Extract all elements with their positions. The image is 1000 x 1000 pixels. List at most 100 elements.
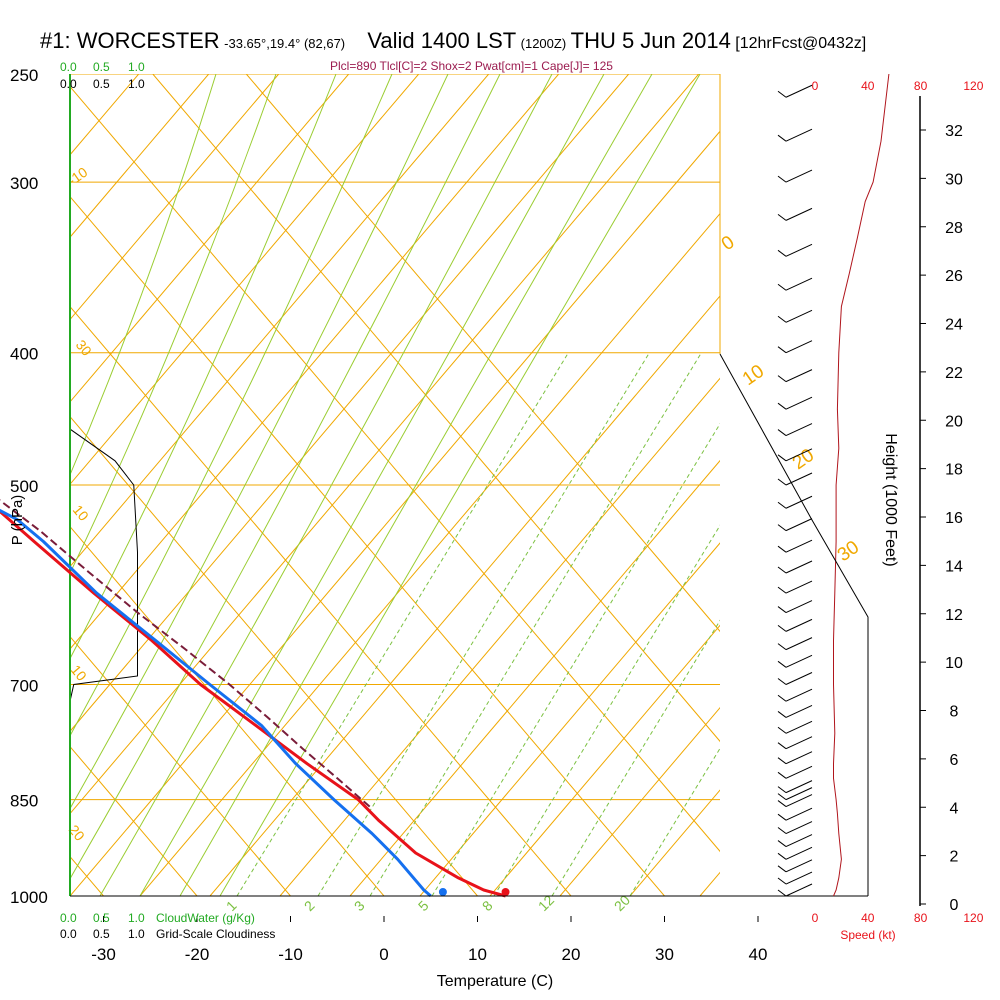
wind-barb bbox=[777, 340, 813, 354]
wind-barb bbox=[777, 821, 813, 834]
wind-barb-feather bbox=[777, 175, 787, 183]
cloudwater-scale-top-label: 1.0 bbox=[128, 60, 145, 74]
wind-barb-feather bbox=[777, 624, 787, 632]
pressure-tick-label: 1000 bbox=[10, 888, 48, 907]
speed-scale-top-label: 120 bbox=[963, 79, 983, 93]
wind-barb bbox=[777, 688, 813, 702]
wind-barb bbox=[777, 859, 813, 873]
pressure-tick-label: 400 bbox=[10, 345, 38, 364]
dry-adiabat-line bbox=[70, 74, 560, 650]
station-coords: -33.65°,19.4° (82,67) bbox=[224, 36, 346, 51]
wind-barb-staff bbox=[785, 472, 813, 486]
moist-adiabat-line bbox=[70, 74, 501, 880]
wind-barb bbox=[777, 637, 813, 651]
wind-barb-staff bbox=[785, 807, 813, 821]
wind-barb-staff bbox=[785, 423, 813, 437]
wind-barb-feather bbox=[777, 726, 787, 734]
height-tick-label: 12 bbox=[945, 607, 963, 624]
dry-adiabat-line bbox=[70, 74, 420, 486]
isotherm-line bbox=[70, 745, 198, 896]
mixing-ratio-line bbox=[236, 354, 569, 896]
height-tick-label: 2 bbox=[950, 849, 959, 866]
height-tick-label: 14 bbox=[945, 558, 963, 575]
wind-barb-feather bbox=[777, 813, 787, 821]
isotherm-line bbox=[70, 525, 385, 896]
wind-barb bbox=[777, 846, 813, 860]
cloudwater-label: CloudWater (g/Kg) bbox=[156, 911, 255, 925]
forecast-hour: [12hrFcst@0432z] bbox=[735, 35, 867, 52]
y-axis-title: P (hPa) bbox=[9, 495, 26, 546]
wind-barb-feather bbox=[777, 402, 787, 410]
wind-barb bbox=[777, 871, 813, 885]
wind-barb bbox=[777, 720, 813, 734]
speed-scale-bottom-label: 120 bbox=[963, 911, 983, 925]
wind-barb-staff bbox=[785, 859, 813, 873]
mixing-ratio-label: 3 bbox=[351, 897, 368, 914]
cloudiness-scale-bottom-label: 1.0 bbox=[128, 927, 145, 941]
dry-adiabat-label: 10 bbox=[70, 502, 92, 524]
speed-axis-title: Speed (kt) bbox=[840, 928, 895, 942]
x-tick-label: 20 bbox=[562, 945, 581, 964]
x-tick-label: -10 bbox=[278, 945, 303, 964]
wind-barb-feather bbox=[777, 586, 787, 594]
cloudiness-scale-bottom-label: 0.0 bbox=[60, 927, 77, 941]
wind-barb bbox=[777, 705, 813, 718]
isotherm-label: 0 bbox=[718, 232, 739, 255]
station-name: #1: WORCESTER bbox=[40, 28, 220, 53]
wind-barb-staff bbox=[785, 618, 813, 632]
wind-barb bbox=[777, 309, 813, 323]
wind-barb-feather bbox=[777, 213, 787, 221]
wind-barb bbox=[777, 539, 813, 553]
wind-speed-line bbox=[833, 73, 890, 897]
wind-barb bbox=[777, 207, 813, 221]
height-tick-label: 24 bbox=[945, 317, 963, 334]
cloudiness-scale-top-label: 0.0 bbox=[60, 77, 77, 91]
wind-barb-feather bbox=[777, 852, 787, 860]
wind-barb-feather bbox=[777, 742, 787, 750]
wind-panel-envelope bbox=[719, 353, 869, 896]
wind-barb-staff bbox=[785, 765, 813, 779]
wind-barb bbox=[777, 128, 813, 142]
wind-barb bbox=[777, 396, 813, 410]
isotherm-line bbox=[70, 85, 720, 853]
pressure-tick-label: 850 bbox=[10, 792, 38, 811]
wind-barb bbox=[777, 672, 813, 685]
wind-barb-staff bbox=[785, 654, 813, 668]
wind-barb-staff bbox=[785, 736, 813, 750]
wind-barb-staff bbox=[785, 495, 813, 509]
wind-barb bbox=[777, 277, 813, 291]
wind-barb bbox=[777, 369, 813, 383]
wind-barb-staff bbox=[785, 846, 813, 860]
wind-barb-staff bbox=[785, 794, 813, 808]
isotherm-line bbox=[70, 195, 665, 896]
wind-barb bbox=[777, 518, 813, 532]
x-tick-label: 10 bbox=[468, 945, 487, 964]
x-axis-title: Temperature (C) bbox=[437, 973, 553, 990]
mixing-ratio-line bbox=[369, 354, 702, 896]
sounding-indices: Plcl=890 Tlcl[C]=2 Shox=2 Pwat[cm]=1 Cap… bbox=[330, 59, 613, 73]
wind-barb-feather bbox=[777, 877, 787, 885]
isotherm-line bbox=[0, 74, 10, 896]
wind-barb-feather bbox=[777, 643, 787, 651]
wind-barb-feather bbox=[777, 454, 787, 462]
height-tick-label: 6 bbox=[950, 752, 959, 769]
wind-barb-staff bbox=[785, 448, 813, 462]
wind-barb-feather bbox=[777, 375, 787, 383]
x-tick-label: -30 bbox=[91, 945, 116, 964]
moist-adiabat-line bbox=[70, 74, 217, 477]
height-tick-label: 18 bbox=[945, 462, 963, 479]
wind-barb-staff bbox=[785, 821, 813, 834]
wind-barb-staff bbox=[785, 560, 813, 574]
dry-adiabat-line bbox=[910, 74, 1000, 896]
wind-barb bbox=[777, 736, 813, 750]
cloudiness-line bbox=[69, 74, 138, 896]
wind-barb-staff bbox=[785, 369, 813, 383]
height-tick-label: 30 bbox=[945, 171, 963, 188]
wind-barb bbox=[777, 560, 813, 574]
wind-barb-feather bbox=[777, 660, 787, 668]
wind-barb-feather bbox=[777, 501, 787, 509]
wind-barb-feather bbox=[777, 694, 787, 702]
wind-barb-staff bbox=[785, 309, 813, 323]
grid-clip-group bbox=[0, 74, 1000, 896]
wind-barb-feather bbox=[777, 800, 787, 807]
